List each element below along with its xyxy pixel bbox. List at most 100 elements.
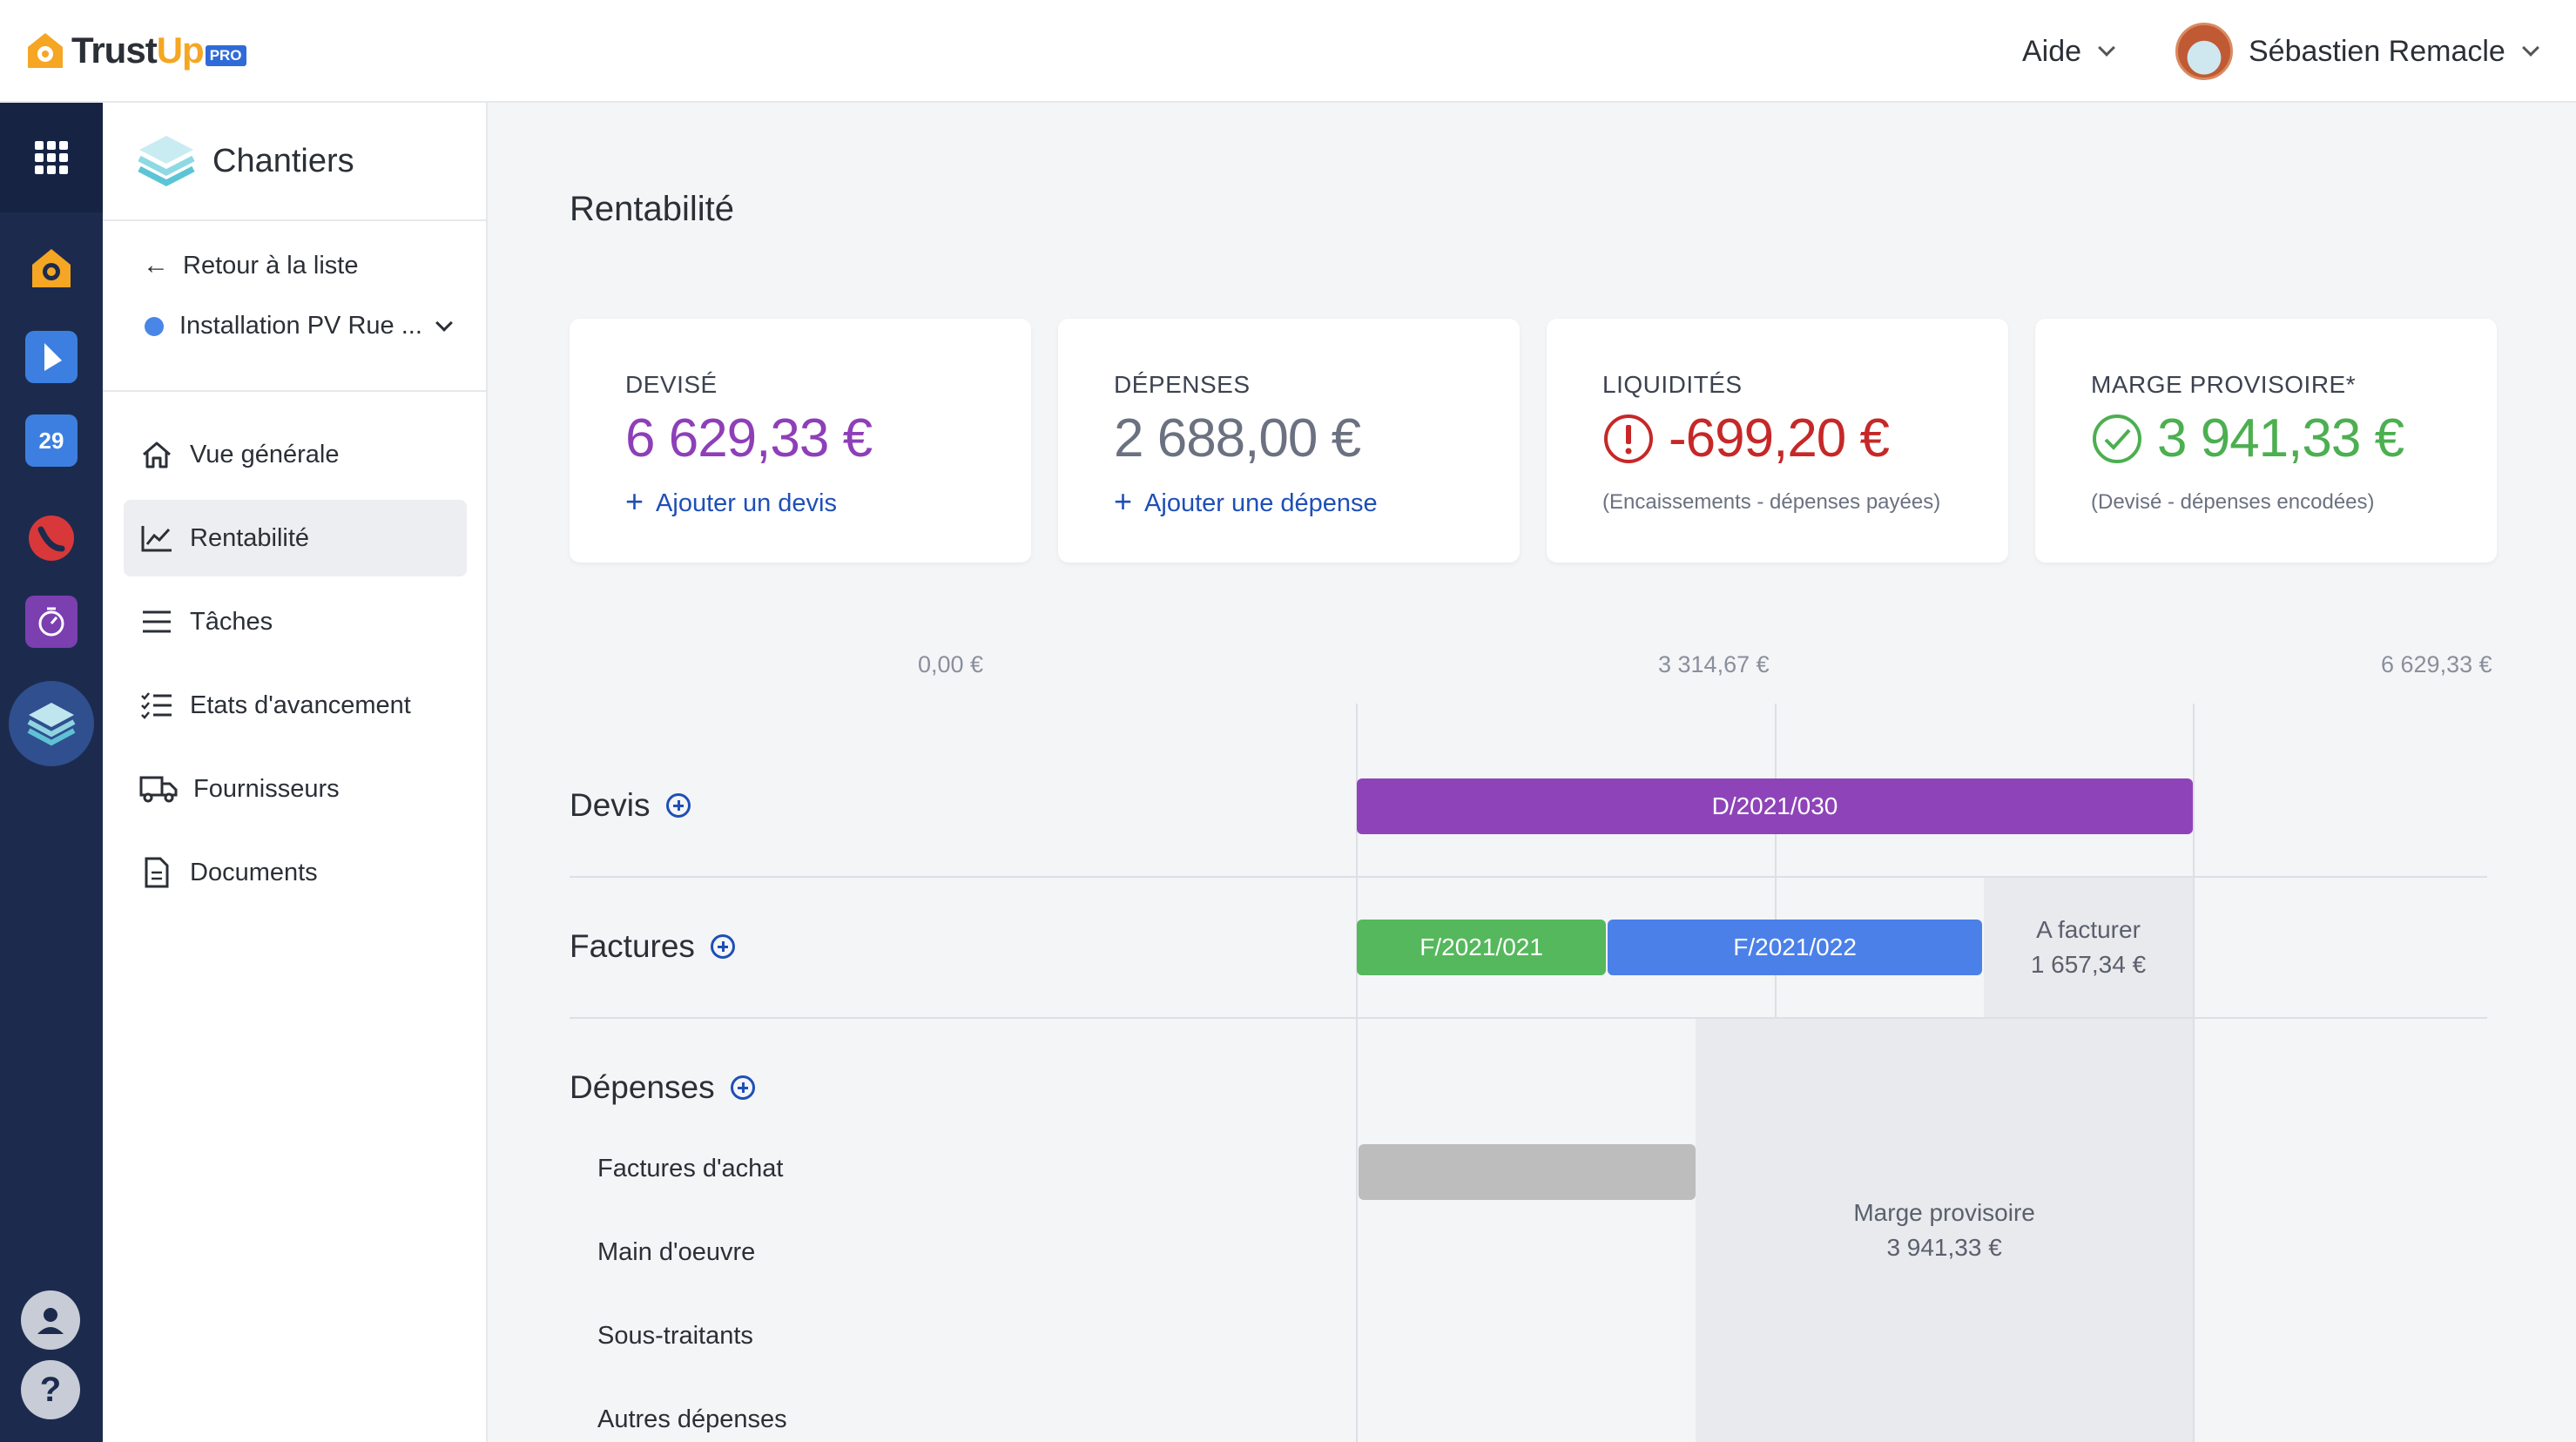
avatar [2175, 23, 2233, 80]
margin-label: Marge provisoire [1853, 1199, 2035, 1226]
gridline-end [2193, 704, 2195, 1442]
purchase-invoices-bar[interactable] [1359, 1144, 1696, 1200]
axis-tick-label: 0,00 € [918, 651, 984, 677]
app-bar: 29 ? [0, 103, 103, 1442]
card-value: -699,20 € [1669, 408, 1890, 468]
projects-app-icon[interactable] [9, 681, 94, 766]
trustup-logo[interactable]: TrustUp PRO [24, 26, 246, 75]
to-invoice-value: 1 657,34 € [2030, 951, 2147, 978]
page-title: Rentabilité [570, 190, 735, 228]
sidebar-item-progress[interactable]: Etats d'avancement [124, 667, 467, 744]
phone-app-icon[interactable] [25, 512, 78, 564]
invoice-bar[interactable]: F/2021/021 [1357, 920, 1607, 975]
card-liquidity: LIQUIDITÉS -699,20 € (Encaissements - dé… [1547, 319, 2008, 563]
axis-tick-label: 6 629,33 € [2381, 651, 2492, 677]
trustup-app-icon[interactable] [25, 242, 78, 294]
add-circle-icon[interactable] [665, 793, 691, 818]
card-expenses: DÉPENSES 2 688,00 € + Ajouter une dépens… [1058, 319, 1520, 563]
top-bar: TrustUp PRO Aide Sébastien Remacle [0, 0, 2576, 103]
chevron-down-icon [435, 313, 453, 332]
document-icon [139, 855, 174, 890]
card-label: DEVISÉ [625, 371, 718, 398]
invoice-bar[interactable]: F/2021/022 [1608, 920, 1982, 975]
card-value: 2 688,00 € [1114, 408, 1361, 468]
card-label: DÉPENSES [1114, 371, 1251, 398]
project-status-dot [145, 316, 164, 336]
back-label: Retour à la liste [183, 251, 359, 280]
gridline-mid [1775, 704, 1777, 1017]
expense-category-label: Autres dépenses [597, 1405, 787, 1433]
apps-grid-icon [35, 141, 68, 174]
project-name: Installation PV Rue ... [179, 312, 422, 340]
card-label: MARGE PROVISOIRE* [2091, 371, 2357, 398]
card-quoted: DEVISÉ 6 629,33 € + Ajouter un devis [570, 319, 1031, 563]
add-circle-icon[interactable] [730, 1075, 755, 1100]
help-icon[interactable]: ? [21, 1360, 80, 1419]
row-title-expenses: Dépenses [570, 1069, 755, 1106]
card-label: LIQUIDITÉS [1602, 371, 1743, 398]
add-quote-link[interactable]: + Ajouter un devis [625, 483, 837, 519]
card-note: (Devisé - dépenses encodées) [2091, 490, 2375, 514]
sidebar-item-tasks[interactable]: Tâches [124, 583, 467, 660]
card-value: 3 941,33 € [2157, 408, 2404, 468]
main-content: Rentabilité DEVISÉ 6 629,33 € + Ajouter … [489, 103, 2576, 1442]
add-expense-link[interactable]: + Ajouter une dépense [1114, 483, 1378, 519]
truck-icon [139, 772, 178, 806]
row-title-quotes: Devis [570, 787, 691, 824]
row-title-invoices: Factures [570, 928, 735, 965]
plus-icon: + [1114, 483, 1133, 519]
sidebar-item-suppliers[interactable]: Fournisseurs [124, 751, 467, 827]
row-divider [570, 1017, 2487, 1019]
warning-icon [1604, 414, 1653, 463]
expense-category-label: Factures d'achat [597, 1155, 784, 1183]
back-to-list-link[interactable]: ← Retour à la liste [143, 251, 359, 280]
expense-category-label: Main d'oeuvre [597, 1238, 756, 1266]
chevron-down-icon [2098, 39, 2115, 57]
logo-text: TrustUp [71, 30, 205, 71]
checklist-icon [139, 688, 174, 723]
card-margin: MARGE PROVISOIRE* 3 941,33 € (Devisé - d… [2035, 319, 2497, 563]
module-header: Chantiers [103, 103, 486, 221]
secondary-sidebar: Chantiers ← Retour à la liste Installati… [103, 103, 488, 1442]
module-title: Chantiers [212, 142, 354, 179]
chart-icon [139, 521, 174, 556]
to-invoice-label: A facturer [2036, 916, 2141, 943]
apps-grid-button[interactable] [0, 103, 103, 212]
card-note: (Encaissements - dépenses payées) [1602, 490, 1941, 514]
calendar-icon[interactable]: 29 [25, 414, 78, 467]
card-value-row: 3 941,33 € [2091, 408, 2497, 469]
card-value-row: -699,20 € [1602, 408, 2008, 469]
timer-icon[interactable] [25, 596, 78, 648]
chevron-down-icon [2521, 39, 2539, 57]
help-menu[interactable]: Aide [2022, 30, 2115, 73]
sidebar-item-profitability[interactable]: Rentabilité [124, 500, 467, 576]
to-invoice-area: A facturer 1 657,34 € [1983, 878, 2193, 1017]
invoicing-app-icon[interactable] [25, 331, 78, 383]
sidebar-item-documents[interactable]: Documents [124, 834, 467, 911]
layers-icon [138, 136, 195, 186]
card-value: 6 629,33 € [625, 408, 873, 468]
house-logo-icon [28, 33, 63, 68]
provisional-margin-area: Marge provisoire 3 941,33 € [1696, 1019, 2193, 1442]
axis-tick-label: 3 314,67 € [1658, 651, 1770, 677]
margin-value: 3 941,33 € [1886, 1234, 2002, 1261]
plus-icon: + [625, 483, 644, 519]
user-menu[interactable]: Sébastien Remacle [2175, 21, 2539, 82]
gridline-start [1356, 704, 1358, 1442]
logo-pro-badge: PRO [205, 45, 246, 66]
check-circle-icon [2093, 414, 2141, 463]
project-selector[interactable]: Installation PV Rue ... [145, 312, 453, 340]
list-icon [139, 604, 174, 639]
quote-bar[interactable]: D/2021/030 [1357, 778, 2193, 834]
divider [103, 390, 486, 392]
add-circle-icon[interactable] [710, 934, 735, 959]
row-divider [570, 876, 2487, 878]
sidebar-nav: Vue générale Rentabilité Tâches Etats d'… [124, 416, 467, 918]
home-icon [139, 437, 174, 472]
user-name: Sébastien Remacle [2249, 34, 2505, 68]
sidebar-item-overview[interactable]: Vue générale [124, 416, 467, 493]
profile-icon[interactable] [21, 1290, 80, 1350]
expense-category-label: Sous-traitants [597, 1322, 753, 1350]
help-label: Aide [2022, 34, 2082, 68]
arrow-left-icon: ← [143, 251, 169, 280]
